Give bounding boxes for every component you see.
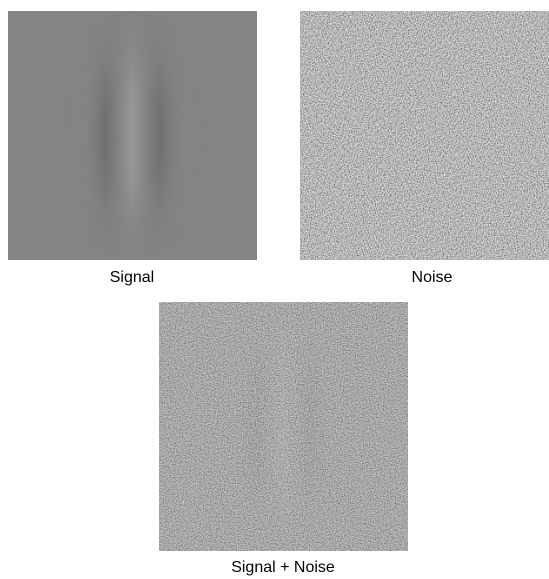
noise-image <box>300 11 549 260</box>
signal-image <box>8 11 257 260</box>
combined-noise <box>159 302 408 551</box>
noise-panel: Noise <box>300 11 549 286</box>
figure: Signal Noise Signal + Noise <box>0 0 549 579</box>
page: {"panels": [{"caption": "Signal"}, {"cap… <box>0 0 549 579</box>
combined-panel: Signal + Noise <box>159 302 408 576</box>
caption: Signal + Noise <box>231 559 335 576</box>
caption: Noise <box>412 269 453 286</box>
caption: Signal <box>110 269 154 286</box>
signal-panel: Signal <box>8 11 257 286</box>
